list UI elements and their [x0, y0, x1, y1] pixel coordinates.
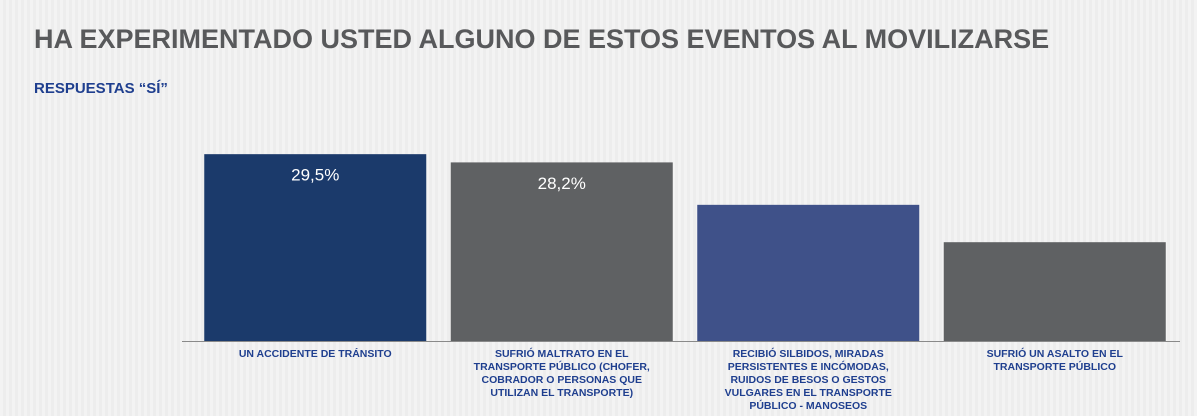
bar	[204, 154, 427, 341]
bar	[450, 162, 673, 341]
chart-title: HA EXPERIMENTADO USTED ALGUNO DE ESTOS E…	[34, 24, 1049, 54]
value-label: 29,5%	[291, 166, 339, 185]
x-tick-label: SUFRIÓ UN ASALTO EN EL TRANSPORTE PÚBLIC…	[986, 348, 1123, 373]
x-tick-label: RECIBIÓ SILBIDOS, MIRADAS PERSISTENTES E…	[724, 348, 892, 412]
value-label: 28,2%	[538, 174, 586, 193]
bar	[943, 242, 1166, 341]
x-tick-label: SUFRIÓ MALTRATO EN EL TRANSPORTE PÚBLICO…	[473, 348, 650, 399]
x-tick-label: UN ACCIDENTE DE TRÁNSITO	[238, 348, 392, 360]
chart-subtitle: RESPUESTAS “SÍ”	[34, 80, 168, 97]
bar	[697, 204, 920, 341]
